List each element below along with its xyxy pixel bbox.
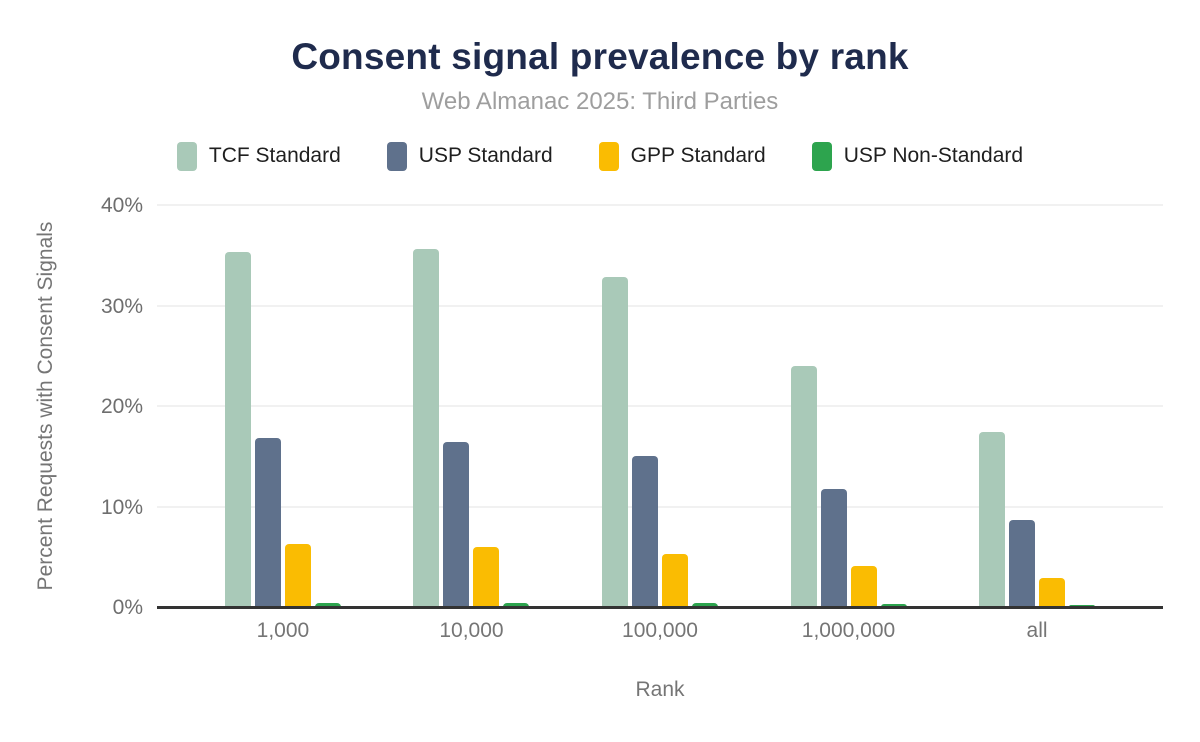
- gridline-20: [157, 405, 1163, 407]
- bar-tcf-standard-100-000: [602, 277, 628, 607]
- bar-group-100-000: [602, 277, 718, 607]
- x-category-label-all: all: [1026, 619, 1048, 642]
- x-category-label-10-000: 10,000: [439, 619, 504, 642]
- bar-usp-standard-1-000: [254, 438, 281, 607]
- bar-group-10-000: [413, 249, 530, 607]
- y-tick-label-0: 0%: [112, 596, 143, 619]
- bar-group-all: [979, 432, 1096, 607]
- legend-label-gpp-standard: GPP Standard: [630, 144, 766, 167]
- legend: TCF Standard USP Standard GPP Standard USP …: [0, 140, 1200, 172]
- bar-usp-standard-all: [1009, 519, 1036, 607]
- bar-usp-non-standard-100-000: [692, 602, 718, 607]
- legend-swatch-usp-standard: [386, 141, 407, 171]
- bar-usp-non-standard-10-000: [503, 602, 530, 607]
- y-tick-label-10: 10%: [100, 495, 143, 519]
- legend-item-usp-standard: USP Standard: [386, 141, 553, 171]
- bar-tcf-standard-all: [979, 432, 1006, 607]
- bar-usp-standard-100-000: [632, 456, 658, 607]
- legend-label-usp-non-standard: USP Non-Standard: [843, 144, 1024, 167]
- chart-title: Consent signal prevalence by rank: [291, 36, 909, 77]
- plot-area: 0% 10% 20% 30% 40%: [101, 194, 1163, 619]
- legend-label-tcf-standard: TCF Standard: [208, 144, 341, 167]
- gridline-30: [157, 304, 1163, 307]
- y-tick-label-30: 30%: [100, 294, 143, 318]
- bar-gpp-standard-1-000: [284, 543, 311, 607]
- bar-usp-non-standard-1-000: [314, 602, 341, 607]
- y-axis-title: Percent Requests with Consent Signals: [34, 221, 57, 591]
- x-axis-line: [157, 606, 1163, 609]
- legend-item-tcf-standard: TCF Standard: [176, 141, 341, 171]
- bar-group-1-000: [224, 252, 341, 607]
- legend-item-gpp-standard: GPP Standard: [598, 141, 766, 171]
- legend-swatch-tcf-standard: [176, 141, 197, 171]
- x-category-label-1-000: 1,000: [256, 619, 310, 642]
- bar-gpp-standard-100-000: [662, 553, 688, 607]
- chart-subtitle: Web Almanac 2025: Third Parties: [421, 88, 779, 115]
- bar-usp-non-standard-1-000-000: [880, 604, 907, 607]
- x-axis-title: Rank: [635, 678, 685, 701]
- gridline-10: [157, 505, 1163, 508]
- bar-tcf-standard-1-000-000: [790, 365, 817, 607]
- y-tick-label-20: 20%: [100, 395, 143, 418]
- bar-tcf-standard-1-000: [224, 252, 251, 607]
- gridline-40: [157, 204, 1163, 206]
- legend-swatch-gpp-standard: [598, 141, 619, 171]
- bar-usp-standard-1-000-000: [820, 489, 847, 607]
- y-tick-label-40: 40%: [100, 194, 143, 217]
- x-category-label-100-000: 100,000: [622, 619, 698, 642]
- bar-usp-standard-10-000: [443, 442, 470, 607]
- bar-gpp-standard-1-000-000: [850, 565, 877, 607]
- bar-gpp-standard-10-000: [473, 546, 500, 607]
- bar-tcf-standard-10-000: [413, 249, 440, 607]
- x-category-label-1-000-000: 1,000,000: [801, 619, 896, 642]
- legend-swatch-usp-non-standard: [811, 141, 832, 171]
- bar-gpp-standard-all: [1039, 577, 1066, 607]
- legend-item-usp-non-standard: USP Non-Standard: [811, 141, 1024, 171]
- legend-label-usp-standard: USP Standard: [418, 144, 553, 167]
- bar-group-1-000-000: [790, 365, 907, 607]
